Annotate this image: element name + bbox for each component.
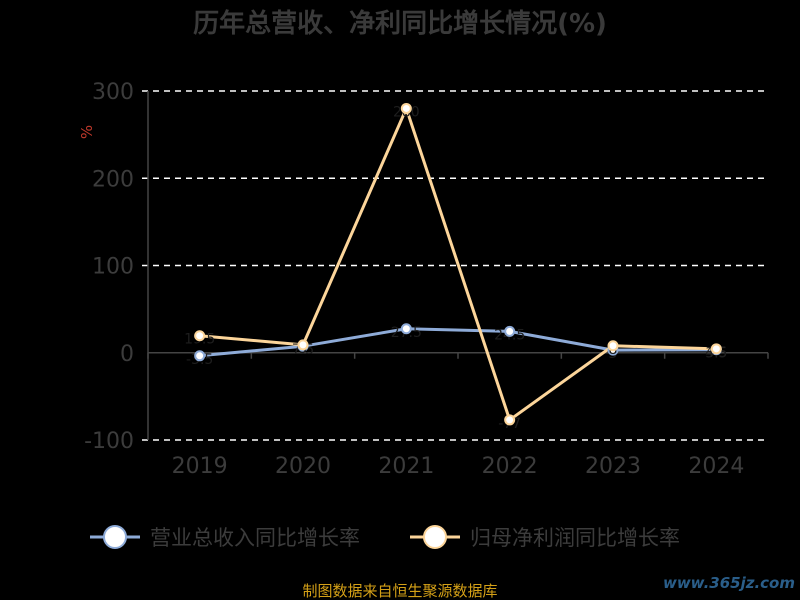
y-tick-label: 100 — [92, 255, 134, 280]
y-tick-label: 200 — [92, 167, 134, 192]
legend-marker-icon — [423, 525, 447, 549]
data-point[interactable] — [400, 323, 412, 335]
y-tick-label: 300 — [92, 80, 134, 105]
y-axis-unit: % — [78, 125, 96, 139]
legend-label: 营业总收入同比增长率 — [150, 526, 360, 550]
data-point[interactable] — [710, 343, 722, 355]
data-point[interactable] — [504, 414, 516, 426]
data-point[interactable] — [194, 330, 206, 342]
legend-marker-icon — [103, 525, 127, 549]
series-layer: -3.57.527.524.533.519.59280-7784.5 — [184, 102, 727, 432]
x-tick-label: 2020 — [275, 454, 331, 479]
legend[interactable]: 营业总收入同比增长率 归母净利润同比增长率 — [90, 525, 680, 550]
x-tick-label: 2024 — [688, 454, 744, 479]
axis-layer: 300 200 100 0 -100 2019 2020 2021 2022 2023 2024 — [84, 80, 769, 479]
data-point[interactable] — [297, 339, 309, 351]
legend-label: 归母净利润同比增长率 — [470, 526, 680, 550]
data-source-note: 制图数据来自恒生聚源数据库 — [302, 582, 497, 600]
data-point[interactable] — [194, 350, 206, 362]
y-tick-label: 0 — [120, 342, 134, 367]
series-line-1 — [199, 106, 717, 422]
x-tick-label: 2019 — [172, 454, 228, 479]
x-tick-label: 2021 — [378, 454, 434, 479]
watermark: www.365jz.com — [663, 574, 795, 592]
grid-layer — [142, 90, 768, 441]
chart-title: 历年总营收、净利同比增长情况(%) — [193, 8, 607, 39]
x-tick-label: 2022 — [482, 454, 538, 479]
data-point[interactable] — [504, 325, 516, 337]
data-point[interactable] — [607, 340, 619, 352]
y-tick-label: -100 — [84, 429, 134, 454]
legend-item-0[interactable]: 营业总收入同比增长率 — [90, 525, 360, 550]
legend-item-1[interactable]: 归母净利润同比增长率 — [410, 525, 680, 550]
data-point[interactable] — [400, 102, 412, 114]
series-line-0 — [199, 327, 717, 358]
x-tick-label: 2023 — [585, 454, 641, 479]
